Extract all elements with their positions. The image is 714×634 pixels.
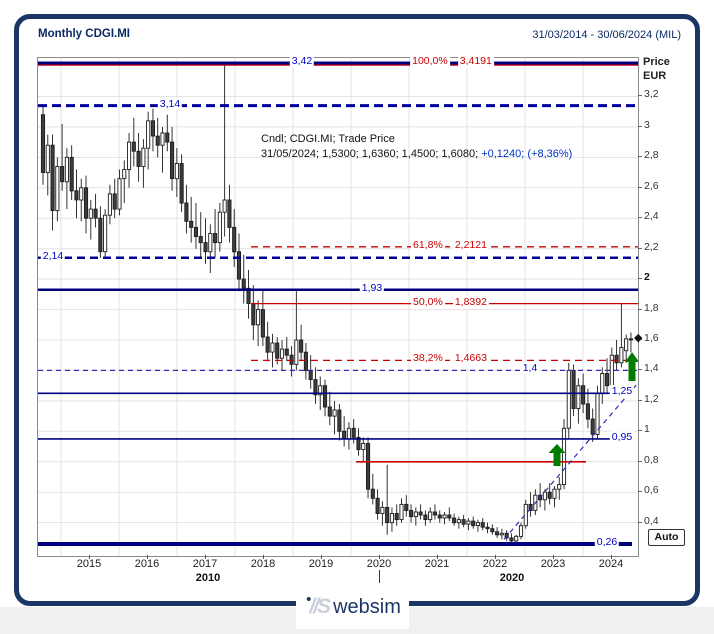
time-axis-year-label: 2023 xyxy=(540,558,566,570)
price-axis-tick-label: 3,2 xyxy=(644,88,659,101)
chart-date-range: 31/03/2014 - 30/06/2024 (MIL) xyxy=(532,29,681,41)
price-axis-tick xyxy=(638,95,642,97)
price-axis-tick-label: 3 xyxy=(644,118,650,131)
price-level-label: 1,25 xyxy=(609,385,635,398)
time-axis-decade-label: 2010 xyxy=(195,572,221,584)
price-axis-tick xyxy=(638,460,642,462)
price-axis-tick xyxy=(638,430,642,432)
time-axis-tick xyxy=(89,555,90,559)
time-axis-tick xyxy=(321,555,322,559)
time-axis-tick xyxy=(495,555,496,559)
price-axis-tick-label: 2,6 xyxy=(644,179,659,192)
price-level-label: 3,42 xyxy=(289,55,315,67)
price-axis-tick-label: 2,2 xyxy=(644,240,659,253)
time-axis-tick xyxy=(263,555,264,559)
price-axis-tick xyxy=(638,247,642,249)
watermark-logo-icon: //S xyxy=(309,595,331,618)
last-price-diamond-icon: ◆ xyxy=(634,331,643,344)
price-axis-tick xyxy=(638,156,642,158)
chart-canvas[interactable] xyxy=(38,58,639,556)
legend-series-line: Cndl; CDGI.MI; Trade Price xyxy=(261,133,395,145)
price-axis-tick xyxy=(638,521,642,523)
price-axis-tick xyxy=(638,308,642,310)
price-axis-tick-label: 2 xyxy=(644,271,650,284)
time-axis-decade-tick xyxy=(379,570,380,583)
price-axis-tick-label: 0,6 xyxy=(644,484,659,497)
time-axis-decade-label: 2020 xyxy=(499,572,525,584)
price-axis-tick-label: 1 xyxy=(644,423,650,436)
price-axis-tick-label: 1,2 xyxy=(644,392,659,405)
time-axis-year-label: 2015 xyxy=(76,558,102,570)
chart-title: Monthly CDGI.MI xyxy=(38,28,130,40)
price-level-label: 3,14 xyxy=(157,97,183,110)
legend-ohlc-line: 31/05/2024; 1,5300; 1,6360; 1,4500; 1,60… xyxy=(261,147,572,162)
time-axis-tick xyxy=(553,555,554,559)
price-axis-tick xyxy=(638,217,642,219)
time-axis-year-label: 2016 xyxy=(134,558,160,570)
time-axis-year-label: 2024 xyxy=(598,558,624,570)
watermark: • //S websim xyxy=(296,585,409,629)
chart-legend: Cndl; CDGI.MI; Trade Price 31/05/2024; 1… xyxy=(261,132,572,162)
legend-ohlc-values: 31/05/2024; 1,5300; 1,6360; 1,4500; 1,60… xyxy=(261,148,482,160)
price-axis-tick xyxy=(638,186,642,188)
price-axis-tick xyxy=(638,399,642,401)
time-axis-year-label: 2022 xyxy=(482,558,508,570)
time-axis-year-label: 2018 xyxy=(250,558,276,570)
time-axis-tick xyxy=(205,555,206,559)
price-axis-title-line2: EUR xyxy=(643,70,667,82)
price-axis-tick-label: 1,8 xyxy=(644,301,659,314)
price-axis-tick xyxy=(638,125,642,127)
watermark-dot-icon: • xyxy=(306,590,312,608)
legend-change-values: +0,1240; (+8,36%) xyxy=(481,148,573,160)
price-axis-tick-label: 1,4 xyxy=(644,362,659,375)
price-axis-tick-label: 2,8 xyxy=(644,149,659,162)
fib-level-label: 100,0% 3,4191 xyxy=(410,55,494,69)
price-level-label: 0,95 xyxy=(609,430,635,443)
price-axis-title-line1: Price xyxy=(643,56,670,68)
price-axis-tick xyxy=(638,369,642,371)
watermark-text: websim xyxy=(333,595,401,618)
price-axis-tick xyxy=(638,278,642,280)
price-axis-tick xyxy=(638,491,642,493)
price-level-label: 1,93 xyxy=(359,281,385,294)
fib-level-label: 50,0% 1,8392 xyxy=(411,295,489,309)
price-axis-tick-label: 2,4 xyxy=(644,210,659,223)
price-level-label: 2,14 xyxy=(40,249,66,262)
price-axis-tick-label: 0,8 xyxy=(644,453,659,466)
fib-level-label: 61,8% 2,2121 xyxy=(411,238,489,252)
time-axis-tick xyxy=(379,555,380,559)
price-axis-tick-label: 1,6 xyxy=(644,332,659,344)
price-axis-tick-label: 0,4 xyxy=(644,514,659,527)
time-axis-tick xyxy=(437,555,438,559)
price-level-label: 1,4 xyxy=(520,362,540,375)
time-axis-year-label: 2020 xyxy=(366,558,392,570)
price-level-label: 0,26 xyxy=(594,535,620,548)
plot-area[interactable] xyxy=(37,57,639,557)
time-axis-year-label: 2021 xyxy=(424,558,450,570)
time-axis-tick xyxy=(147,555,148,559)
time-axis-year-label: 2017 xyxy=(192,558,218,570)
price-axis-title: Price EUR xyxy=(643,55,670,83)
price-axis-tick xyxy=(638,339,642,340)
auto-scale-button[interactable]: Auto xyxy=(648,529,685,546)
fib-level-label: 38,2% 1,4663 xyxy=(411,352,489,366)
time-axis-year-label: 2019 xyxy=(308,558,334,570)
time-axis-tick xyxy=(611,555,612,559)
